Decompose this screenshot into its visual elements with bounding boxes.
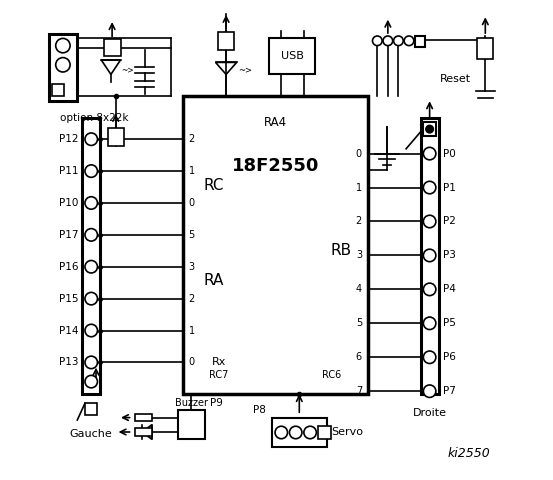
Text: P8: P8	[253, 405, 266, 415]
Text: P7: P7	[442, 386, 456, 396]
Text: Servo: Servo	[332, 428, 364, 437]
Text: 5: 5	[189, 230, 195, 240]
Circle shape	[394, 36, 403, 46]
Text: P11: P11	[59, 166, 79, 176]
Circle shape	[426, 125, 434, 133]
Circle shape	[85, 228, 97, 241]
Text: 2: 2	[356, 216, 362, 227]
Circle shape	[304, 426, 316, 439]
Text: 2: 2	[189, 294, 195, 304]
Text: ~>: ~>	[122, 65, 134, 74]
Text: P3: P3	[442, 251, 456, 261]
Text: 2: 2	[189, 134, 195, 144]
Circle shape	[85, 261, 97, 273]
Bar	[477, 38, 493, 59]
Bar	[269, 38, 315, 74]
Text: 3: 3	[356, 251, 362, 261]
Text: RB: RB	[331, 243, 352, 258]
Circle shape	[275, 426, 288, 439]
Text: 0: 0	[189, 198, 195, 208]
Bar	[82, 118, 100, 394]
Text: Buzzer: Buzzer	[175, 398, 208, 408]
Text: 0: 0	[356, 149, 362, 158]
Bar	[85, 403, 97, 415]
Bar	[178, 410, 205, 439]
Text: Reset: Reset	[440, 74, 471, 84]
Text: ~>: ~>	[238, 65, 252, 74]
Bar	[183, 96, 368, 394]
Circle shape	[85, 375, 97, 388]
Text: 5: 5	[356, 318, 362, 328]
Text: P0: P0	[442, 149, 455, 158]
Text: 1: 1	[189, 166, 195, 176]
Text: RA4: RA4	[264, 116, 287, 129]
Circle shape	[289, 426, 302, 439]
Text: RC: RC	[204, 178, 225, 193]
Text: P17: P17	[59, 230, 79, 240]
Text: P6: P6	[442, 352, 456, 362]
Circle shape	[85, 197, 97, 209]
Bar	[104, 39, 121, 56]
Text: 0: 0	[189, 358, 195, 367]
Text: P16: P16	[59, 262, 79, 272]
Circle shape	[424, 147, 436, 160]
Bar	[272, 418, 327, 447]
Bar	[135, 414, 152, 421]
Bar	[420, 118, 439, 394]
Bar	[319, 426, 331, 439]
Text: P1: P1	[442, 182, 456, 192]
Text: USB: USB	[281, 51, 304, 61]
Circle shape	[56, 38, 70, 53]
Text: P2: P2	[442, 216, 456, 227]
Bar	[423, 122, 436, 136]
Text: 7: 7	[356, 386, 362, 396]
Text: P5: P5	[442, 318, 456, 328]
Text: RA: RA	[204, 273, 225, 288]
Text: P4: P4	[442, 284, 456, 294]
Bar	[135, 428, 152, 436]
Circle shape	[85, 292, 97, 305]
Text: 6: 6	[356, 352, 362, 362]
Text: Droite: Droite	[413, 408, 447, 418]
Bar	[49, 34, 77, 101]
Text: option 8x22k: option 8x22k	[60, 113, 128, 122]
Text: 18F2550: 18F2550	[232, 156, 319, 175]
Circle shape	[85, 133, 97, 145]
Text: 1: 1	[189, 325, 195, 336]
Circle shape	[85, 165, 97, 177]
Text: P13: P13	[59, 358, 79, 367]
Circle shape	[85, 356, 97, 369]
Circle shape	[373, 36, 382, 46]
Circle shape	[424, 181, 436, 194]
Text: 3: 3	[189, 262, 195, 272]
Circle shape	[383, 36, 393, 46]
Text: P9: P9	[210, 398, 223, 408]
Circle shape	[404, 36, 414, 46]
Circle shape	[424, 215, 436, 228]
Text: 4: 4	[356, 284, 362, 294]
Text: Rx: Rx	[212, 358, 226, 367]
Text: P14: P14	[59, 325, 79, 336]
Text: RC7: RC7	[209, 371, 228, 380]
Circle shape	[85, 324, 97, 337]
Bar	[107, 128, 124, 146]
Circle shape	[424, 283, 436, 296]
Bar	[53, 84, 64, 96]
Text: P10: P10	[59, 198, 79, 208]
Circle shape	[424, 351, 436, 363]
Text: ki2550: ki2550	[447, 447, 490, 460]
Bar	[415, 36, 425, 47]
Text: P15: P15	[59, 294, 79, 304]
Circle shape	[424, 385, 436, 397]
Text: P12: P12	[59, 134, 79, 144]
Circle shape	[424, 317, 436, 330]
Circle shape	[56, 58, 70, 72]
Text: 1: 1	[356, 182, 362, 192]
Bar	[218, 32, 234, 50]
Text: RC6: RC6	[322, 371, 341, 380]
Circle shape	[424, 249, 436, 262]
Text: Gauche: Gauche	[70, 430, 113, 439]
